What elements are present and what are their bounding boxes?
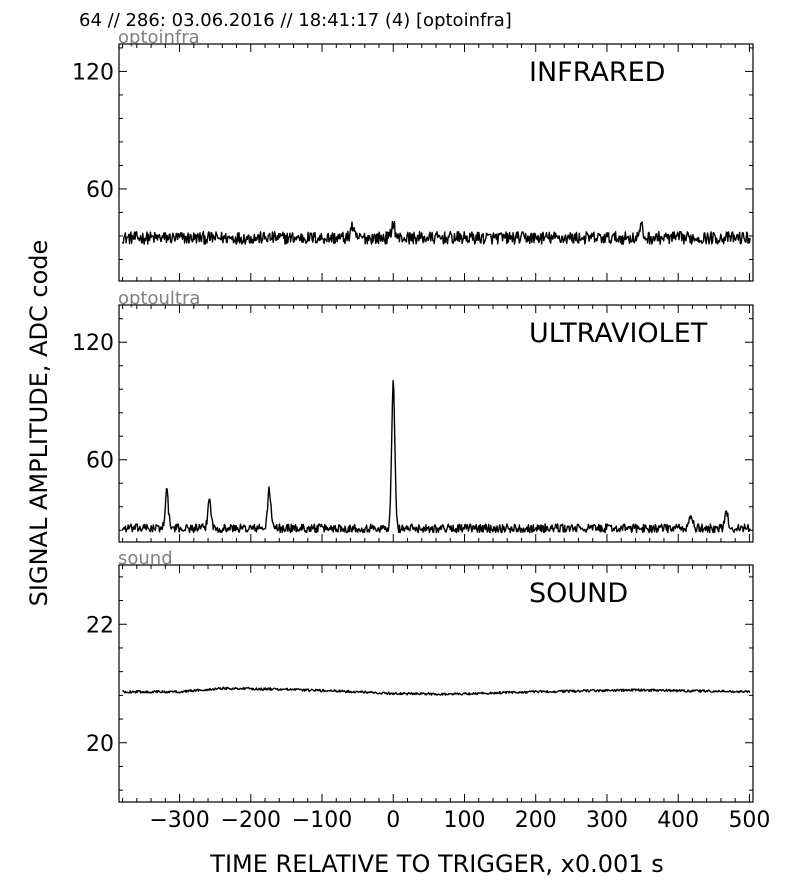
figure-title: 64 // 286: 03.06.2016 // 18:41:17 (4) [o… — [79, 10, 512, 31]
series-line — [121, 380, 751, 534]
panels: optoinfra INFRARED 60 120 optoultra ULTRAVIOL… — [72, 27, 770, 833]
series-line — [121, 220, 751, 245]
x-tick-label: 500 — [728, 808, 770, 833]
panel-sound: sound SOUND −300 −200 −100 0 100 200 300 400 500 20… — [86, 548, 770, 833]
channel-label: optoinfra — [118, 27, 200, 48]
x-tick-label: −300 — [149, 808, 209, 833]
y-tick-label: 60 — [86, 178, 114, 203]
panel-title: ULTRAVIOLET — [529, 318, 708, 349]
panel-title: INFRARED — [529, 57, 665, 88]
y-tick-label: 20 — [86, 732, 114, 757]
x-tick-label: 300 — [586, 808, 628, 833]
y-tick-label: 120 — [72, 60, 114, 85]
plot-frame — [118, 564, 754, 803]
x-tick-label: 0 — [386, 808, 400, 833]
y-tick-label: 22 — [86, 613, 114, 638]
channel-label: sound — [118, 548, 173, 569]
x-tick-label: 200 — [515, 808, 557, 833]
y-tick-label: 60 — [86, 449, 114, 474]
x-tick-label: −100 — [292, 808, 352, 833]
panel-title: SOUND — [529, 578, 628, 609]
x-tick-label: −200 — [221, 808, 281, 833]
x-tick-label: 100 — [443, 808, 485, 833]
x-axis-label: TIME RELATIVE TO TRIGGER, x0.001 s — [209, 850, 663, 878]
panel-optoinfra: optoinfra INFRARED 60 120 — [72, 27, 754, 282]
channel-label: optoultra — [118, 288, 200, 309]
series-line — [122, 686, 751, 696]
x-tick-label: 400 — [657, 808, 699, 833]
panel-optoultra: optoultra ULTRAVIOLET 60 120 — [72, 288, 754, 543]
y-axis-label: SIGNAL AMPLITUDE, ADC code — [25, 240, 53, 607]
y-tick-label: 120 — [72, 331, 114, 356]
